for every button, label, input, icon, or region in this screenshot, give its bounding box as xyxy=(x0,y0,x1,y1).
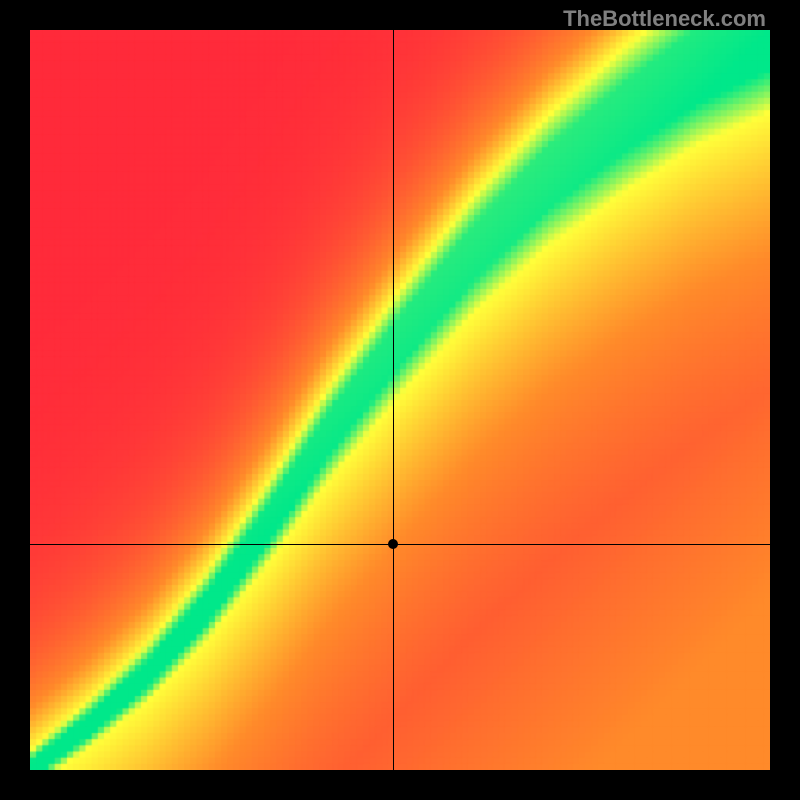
crosshair-horizontal xyxy=(30,544,770,545)
heatmap-canvas xyxy=(30,30,770,770)
watermark-text: TheBottleneck.com xyxy=(563,6,766,32)
plot-area xyxy=(30,30,770,770)
chart-container: TheBottleneck.com xyxy=(0,0,800,800)
crosshair-marker xyxy=(388,539,398,549)
crosshair-vertical xyxy=(393,30,394,770)
